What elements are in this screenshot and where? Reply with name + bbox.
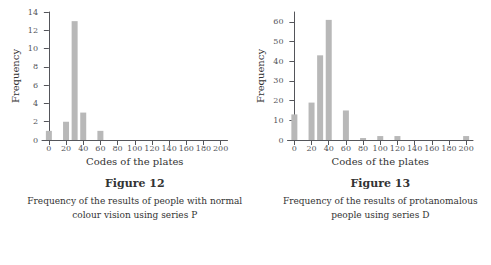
svg-text:180: 180 — [196, 144, 211, 153]
svg-text:14: 14 — [28, 8, 38, 17]
svg-text:Frequency of the results of pe: Frequency of the results of people with … — [27, 196, 242, 206]
svg-text:40: 40 — [273, 57, 283, 66]
svg-text:200: 200 — [458, 144, 473, 153]
svg-text:140: 140 — [161, 144, 176, 153]
svg-text:200: 200 — [213, 144, 228, 153]
svg-text:10: 10 — [273, 116, 283, 125]
svg-text:120: 120 — [390, 144, 405, 153]
svg-text:40: 40 — [78, 144, 88, 153]
svg-text:Figure 12: Figure 12 — [105, 177, 165, 190]
svg-text:0: 0 — [33, 136, 38, 145]
svg-text:Frequency: Frequency — [255, 49, 266, 103]
svg-text:2: 2 — [33, 117, 38, 126]
svg-text:20: 20 — [306, 144, 316, 153]
svg-text:20: 20 — [61, 144, 71, 153]
svg-text:4: 4 — [33, 99, 38, 108]
svg-text:160: 160 — [179, 144, 194, 153]
svg-text:8: 8 — [33, 62, 38, 71]
svg-text:Codes of the plates: Codes of the plates — [332, 156, 429, 167]
svg-text:50: 50 — [273, 37, 283, 46]
svg-text:60: 60 — [273, 17, 283, 26]
svg-text:6: 6 — [33, 81, 38, 90]
svg-text:30: 30 — [273, 76, 283, 85]
svg-text:0: 0 — [46, 144, 51, 153]
svg-text:80: 80 — [358, 144, 368, 153]
svg-text:Codes of the plates: Codes of the plates — [86, 156, 183, 167]
svg-text:Figure 13: Figure 13 — [350, 177, 410, 190]
svg-text:160: 160 — [424, 144, 439, 153]
svg-text:80: 80 — [112, 144, 122, 153]
svg-text:60: 60 — [341, 144, 351, 153]
svg-text:40: 40 — [324, 144, 334, 153]
svg-text:colour vision using series P: colour vision using series P — [72, 210, 197, 220]
svg-text:0: 0 — [292, 144, 297, 153]
svg-text:60: 60 — [95, 144, 105, 153]
svg-text:140: 140 — [407, 144, 422, 153]
svg-text:Frequency of the results of pr: Frequency of the results of protanomalou… — [283, 196, 478, 206]
svg-text:people using series D: people using series D — [331, 210, 429, 220]
svg-text:120: 120 — [144, 144, 159, 153]
svg-text:10: 10 — [28, 44, 38, 53]
svg-text:0: 0 — [278, 136, 283, 145]
svg-text:100: 100 — [373, 144, 388, 153]
svg-text:12: 12 — [28, 26, 38, 35]
svg-text:100: 100 — [127, 144, 142, 153]
svg-text:Frequency: Frequency — [10, 49, 21, 103]
svg-text:20: 20 — [273, 96, 283, 105]
svg-text:180: 180 — [441, 144, 456, 153]
